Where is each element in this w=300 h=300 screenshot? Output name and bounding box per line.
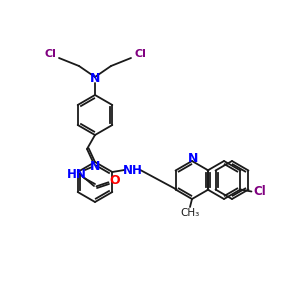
Text: O: O bbox=[110, 175, 120, 188]
Text: Cl: Cl bbox=[253, 185, 266, 198]
Text: N: N bbox=[90, 73, 100, 85]
Text: N: N bbox=[90, 160, 100, 172]
Text: NH: NH bbox=[122, 164, 142, 176]
Text: N: N bbox=[188, 152, 198, 164]
Text: Cl: Cl bbox=[44, 49, 56, 59]
Text: HN: HN bbox=[67, 169, 87, 182]
Text: CH₃: CH₃ bbox=[180, 208, 200, 218]
Text: Cl: Cl bbox=[134, 49, 146, 59]
